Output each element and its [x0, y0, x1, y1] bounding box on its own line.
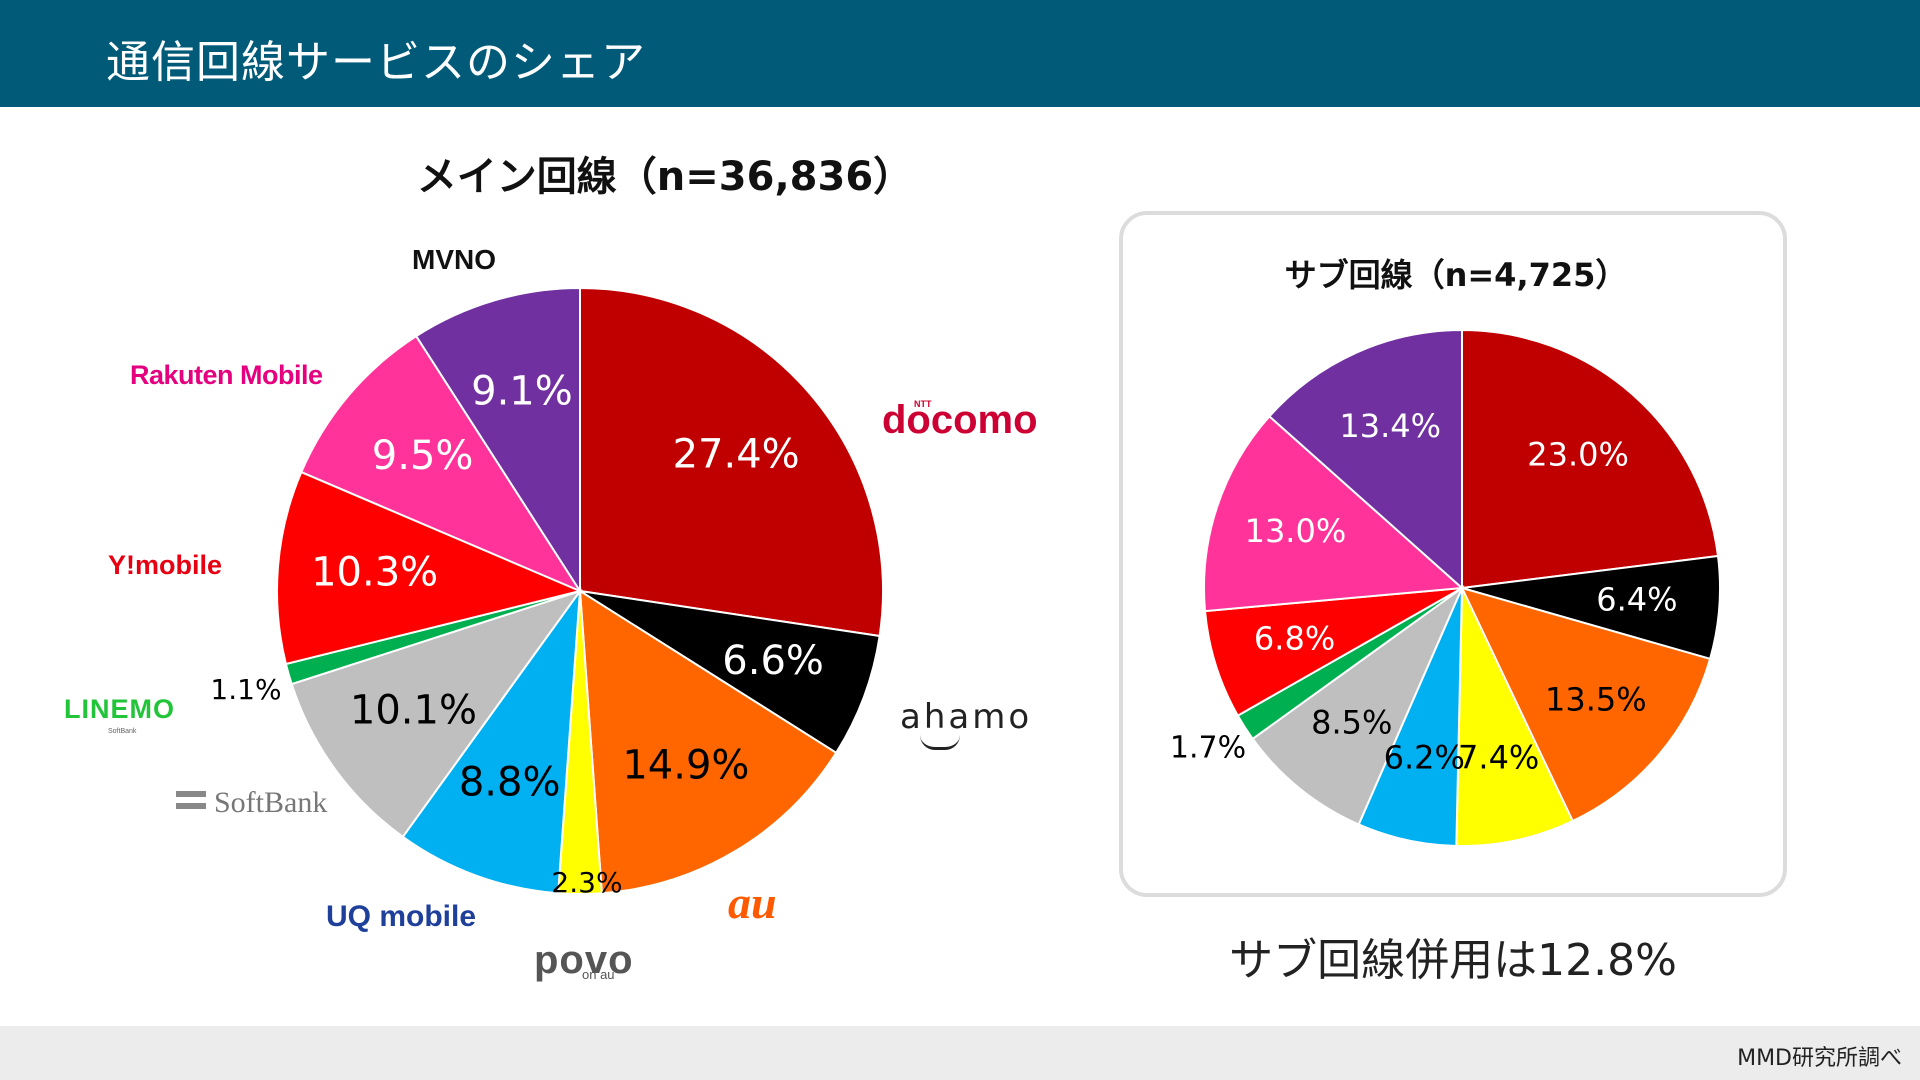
pie-label-softbank: 8.5% — [1311, 703, 1392, 741]
pie-slice-rakuten-mobile — [1203, 414, 1465, 613]
brand-docomo-logo: docomo — [882, 398, 1038, 442]
pie-label-docomo: 23.0% — [1527, 435, 1629, 473]
brand-rakuten-logo: Rakuten Mobile — [130, 360, 323, 390]
source-note: MMD研究所調べ — [1737, 1046, 1902, 1071]
pie-label-linemo: 1.1% — [210, 673, 281, 706]
pie-label-ahamo: 6.6% — [722, 638, 824, 684]
pie-label-au: 13.5% — [1545, 680, 1647, 718]
pie-slice-mvno — [414, 286, 581, 595]
pie-slice-uq-mobile — [401, 587, 582, 895]
pie-label-rakuten-mobile: 13.0% — [1245, 512, 1347, 550]
brand-povo-logo: povo — [534, 938, 634, 982]
sub-usage-note: サブ回線併用は12.8% — [1229, 935, 1677, 986]
pie-slice-povo — [1455, 587, 1575, 847]
page-title: 通信回線サービスのシェア — [106, 37, 646, 88]
brand-softbank-wrap: SoftBank — [176, 788, 327, 818]
header-bar: 通信回線サービスのシェア — [0, 0, 1920, 107]
pie-slice-docomo — [579, 286, 884, 638]
brand-ahamo-logo: ahamo — [900, 697, 1033, 737]
pie-label-mvno: 9.1% — [471, 368, 573, 414]
main-pie-chart: 27.4% 6.6% 14.9% 2.3% 8.8% 10.1% 1.1% 10.3% 9.5%… — [210, 286, 884, 899]
footer-bar — [0, 1026, 1920, 1080]
pie-label-y-mobile: 6.8% — [1254, 619, 1335, 657]
pie-label-povo: 2.3% — [551, 866, 622, 899]
pie-label-ahamo: 6.4% — [1596, 581, 1677, 619]
pie-label-softbank: 10.1% — [350, 687, 477, 733]
pie-slice-mvno — [1267, 328, 1463, 591]
sub-pie-chart: 23.0% 6.4% 13.5%7.4%6.2%8.5% 1.7% 6.8% 13.0% 1… — [1170, 328, 1721, 847]
brand-uq-logo: UQ mobile — [326, 900, 477, 933]
pie-label-rakuten-mobile: 9.5% — [372, 433, 474, 479]
pie-slice-docomo — [1461, 328, 1720, 590]
brand-linemo-sublabel: SoftBank — [108, 728, 137, 735]
brand-softbank-logo: SoftBank — [214, 786, 328, 819]
pie-label-docomo: 27.4% — [673, 432, 800, 478]
pie-slice-y-mobile — [1203, 587, 1463, 717]
pie-slice-ahamo — [579, 590, 881, 755]
pie-label-mvno: 13.4% — [1339, 407, 1441, 445]
pie-label-uq-mobile: 6.2% — [1384, 738, 1465, 776]
main-chart-title: メイン回線（n=36,836） — [417, 154, 913, 200]
pie-slice-y-mobile — [276, 470, 584, 666]
sub-chart-title: サブ回線（n=4,725） — [1285, 256, 1628, 294]
pie-label-povo: 7.4% — [1458, 739, 1539, 777]
pie-slice-au — [1460, 586, 1712, 823]
pie-slice-softbank — [290, 589, 583, 839]
pie-label-y-mobile: 10.3% — [311, 550, 438, 596]
pie-label-uq-mobile: 8.8% — [459, 760, 561, 806]
pie-slice-rakuten-mobile — [299, 334, 583, 594]
ahamo-smile-icon — [920, 735, 960, 750]
pie-label-au: 14.9% — [622, 743, 749, 789]
brand-au-logo: au — [728, 877, 777, 928]
brand-docomo-ntt-mark: NTT — [914, 399, 932, 409]
brand-mvno-label: MVNO — [412, 244, 496, 275]
brand-linemo-logo: LINEMO — [64, 694, 175, 724]
pie-label-linemo: 1.7% — [1170, 731, 1246, 766]
brand-ymobile-logo: Y!mobile — [108, 550, 223, 580]
pie-slice-au — [578, 589, 838, 895]
pie-slice-softbank — [1251, 585, 1465, 826]
softbank-mark-icon — [176, 791, 206, 815]
brand-povo-sublabel: on au — [582, 967, 615, 982]
